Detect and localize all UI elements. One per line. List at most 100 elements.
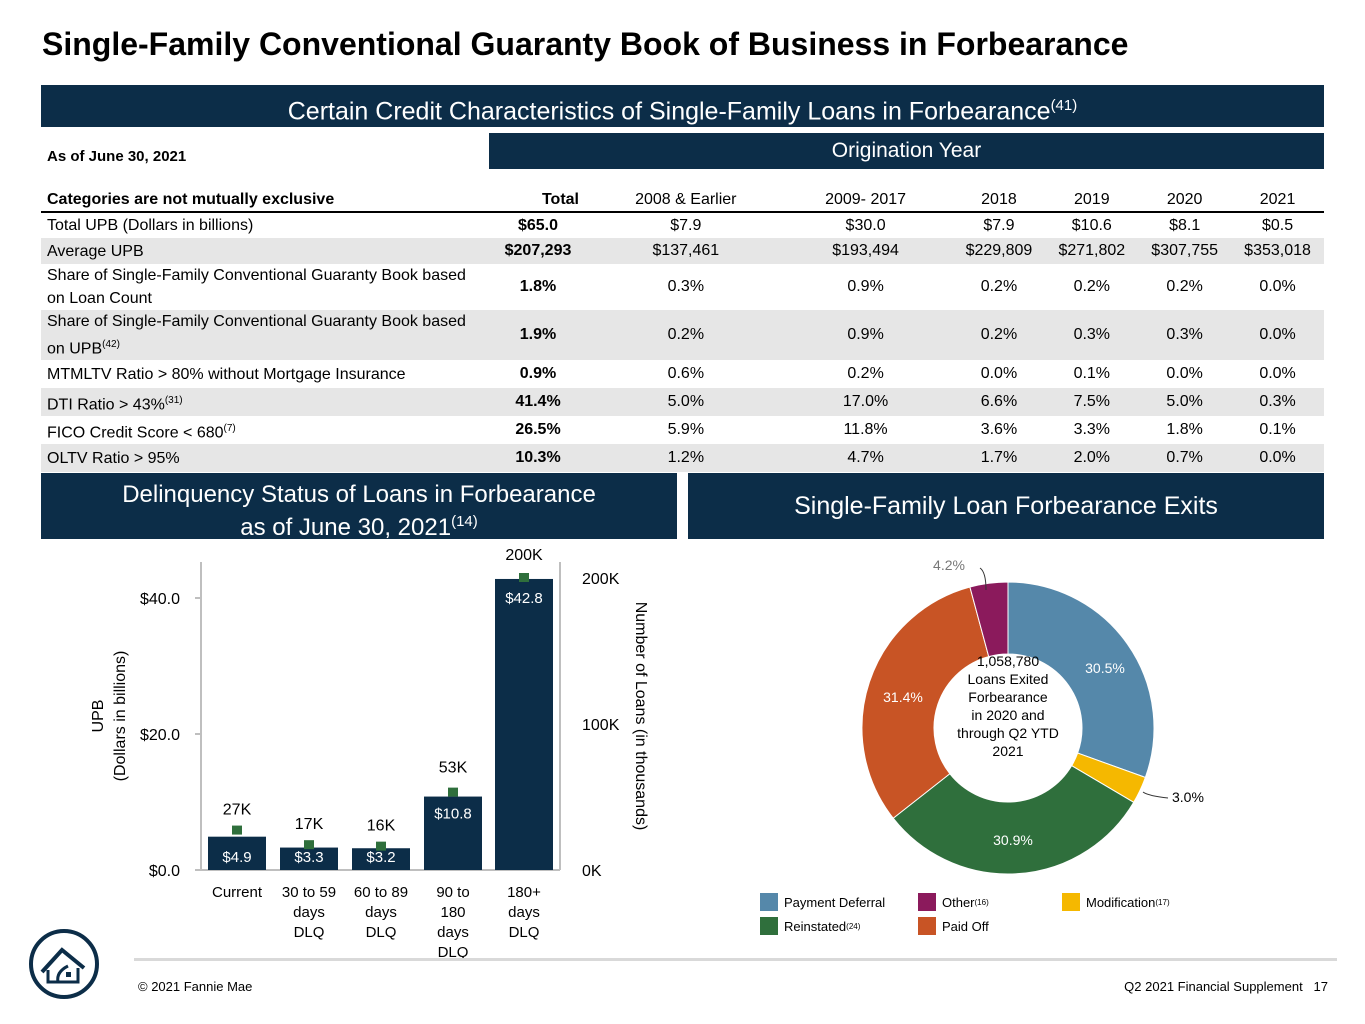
y-axis-label: UPB <box>90 700 107 733</box>
y-axis-label: (Dollars in billions) <box>112 651 129 782</box>
y-tick-label: $20.0 <box>140 727 180 744</box>
legend-item: Other (16) <box>918 893 989 911</box>
legend-label: Payment Deferral <box>784 894 886 910</box>
legend-footnote: (16) <box>974 897 989 907</box>
credit-characteristics-banner: Certain Credit Characteristics of Single… <box>41 85 1324 127</box>
row-value: 3.3% <box>1073 421 1111 439</box>
legend-footnote: (24) <box>846 921 861 931</box>
slice-label: 31.4% <box>883 689 923 705</box>
loan-count-label: 27K <box>223 802 252 819</box>
category-label: days <box>365 904 397 921</box>
row-value: 0.0% <box>1231 310 1324 361</box>
fannie-mae-logo-icon <box>29 929 99 999</box>
year-header: 2019 <box>1045 171 1139 213</box>
y-tick-label: $0.0 <box>149 863 180 880</box>
total-header: Total <box>483 171 593 213</box>
row-value: 6.6% <box>952 388 1046 417</box>
table-row: Average UPB $207,293 $137,461 $193,494 $229,… <box>41 238 1324 264</box>
row-total: 10.3% <box>483 444 593 473</box>
slice-leader-line <box>1142 791 1169 799</box>
table-row: Share of Single-Family Conventional Guar… <box>41 264 1324 310</box>
row-label-text: OLTV Ratio > 95% <box>47 449 180 467</box>
row-value: 1.8% <box>1166 421 1203 439</box>
row-value: 0.6% <box>667 365 705 383</box>
row-label: FICO Credit Score < 680(7) <box>41 416 483 444</box>
y2-axis-label: Number of Loans (in thousands) <box>632 602 649 831</box>
row-value: 0.2% <box>1166 278 1203 295</box>
row-value: 1.7% <box>952 444 1046 473</box>
row-label: Total UPB (Dollars in billions) <box>41 212 483 238</box>
row-value: 0.0% <box>1166 365 1203 383</box>
donut-slice <box>861 586 990 819</box>
row-value: 11.8% <box>843 421 888 439</box>
origination-year-header: Origination Year <box>489 133 1324 169</box>
upb-bar-label: $42.8 <box>505 590 543 607</box>
legend-swatch <box>918 917 936 935</box>
donut-slice <box>969 581 1009 658</box>
row-value: 5.0% <box>593 388 779 417</box>
row-value: $10.6 <box>1071 216 1112 234</box>
row-value: 17.0% <box>778 388 953 417</box>
row-total: $65.0 <box>517 216 559 234</box>
table-row: FICO Credit Score < 680(7) 26.5% 5.9% 11.8%… <box>41 416 1324 444</box>
upb-bar-label: $3.2 <box>366 849 395 866</box>
row-label-text: Share of Single-Family Conventional Guar… <box>47 313 466 358</box>
upb-bar <box>495 578 553 870</box>
upb-bar-label: $3.3 <box>294 849 323 866</box>
category-label: DLQ <box>438 944 469 960</box>
donut-center-text: through Q2 YTD <box>957 725 1059 741</box>
legend-label: Reinstated <box>784 918 847 934</box>
forbearance-exits-donut-chart: 30.5% 3.0% 30.9% 31.4% 4.2% 1,058,780 Loans Ex… <box>861 557 1204 875</box>
row-value: 0.7% <box>1138 444 1232 473</box>
row-value: 0.1% <box>1073 365 1111 383</box>
row-value: 0.3% <box>667 278 705 295</box>
legend-item: Reinstated (24) <box>760 917 860 935</box>
loan-count-marker <box>519 573 529 582</box>
row-total: 0.9% <box>519 365 557 383</box>
table-header-row: Categories are not mutually exclusive To… <box>41 171 1324 213</box>
row-total: 1.9% <box>483 310 593 361</box>
donut-center-text: Loans Exited <box>968 671 1049 687</box>
category-label: 180 <box>440 904 465 921</box>
legend-label: Paid Off <box>942 918 989 934</box>
table-row: DTI Ratio > 43%(31) 41.4% 5.0% 17.0% 6.6% 7.5… <box>41 388 1324 417</box>
row-value: 0.2% <box>1073 278 1111 295</box>
category-label: DLQ <box>509 924 540 941</box>
loan-count-label: 53K <box>439 760 468 777</box>
row-total: 26.5% <box>515 421 561 439</box>
delinquency-footnote: (14) <box>451 513 478 530</box>
row-label-footnote: (31) <box>164 394 183 406</box>
donut-slice <box>1007 581 1155 779</box>
delinquency-title-line1: Delinquency Status of Loans in Forbearan… <box>122 481 596 508</box>
category-label: days <box>508 904 540 921</box>
year-header: 2020 <box>1138 171 1232 213</box>
category-label: 180+ <box>507 884 541 901</box>
row-value: 0.0% <box>1259 278 1296 295</box>
row-value: $30.0 <box>845 216 886 234</box>
legend-item: Payment Deferral <box>760 893 885 911</box>
row-label-text: DTI Ratio > 43% <box>47 395 165 413</box>
legend-item: Modification (17) <box>1062 893 1170 911</box>
category-label: 60 to 89 <box>354 884 408 901</box>
legend-footnote: (17) <box>1155 897 1170 907</box>
row-total: 1.8% <box>519 278 557 295</box>
row-value: 0.9% <box>778 310 953 361</box>
row-value: $193,494 <box>778 238 953 264</box>
delinquency-bar-chart: $0.0 $20.0 $40.0 0K 100K 200K UPB (Dollars in b… <box>90 547 649 960</box>
copyright: © 2021 Fannie Mae <box>138 979 253 994</box>
row-total: $207,293 <box>483 238 593 264</box>
row-value: 0.2% <box>847 365 884 383</box>
exits-banner: Single-Family Loan Forbearance Exits <box>688 473 1324 539</box>
row-value: $353,018 <box>1231 238 1324 264</box>
row-total: 41.4% <box>483 388 593 417</box>
row-value: 0.3% <box>1045 310 1139 361</box>
donut-slice <box>892 764 1135 875</box>
row-label-text: FICO Credit Score < 680 <box>47 423 224 441</box>
year-header: 2018 <box>952 171 1046 213</box>
row-value: 0.1% <box>1259 421 1296 439</box>
row-value: $271,802 <box>1045 238 1139 264</box>
row-value: $7.9 <box>670 216 702 234</box>
delinquency-title-line2: as of June 30, 2021 <box>240 514 452 541</box>
table-row: Share of Single-Family Conventional Guar… <box>41 310 1324 361</box>
row-value: 4.7% <box>778 444 953 473</box>
